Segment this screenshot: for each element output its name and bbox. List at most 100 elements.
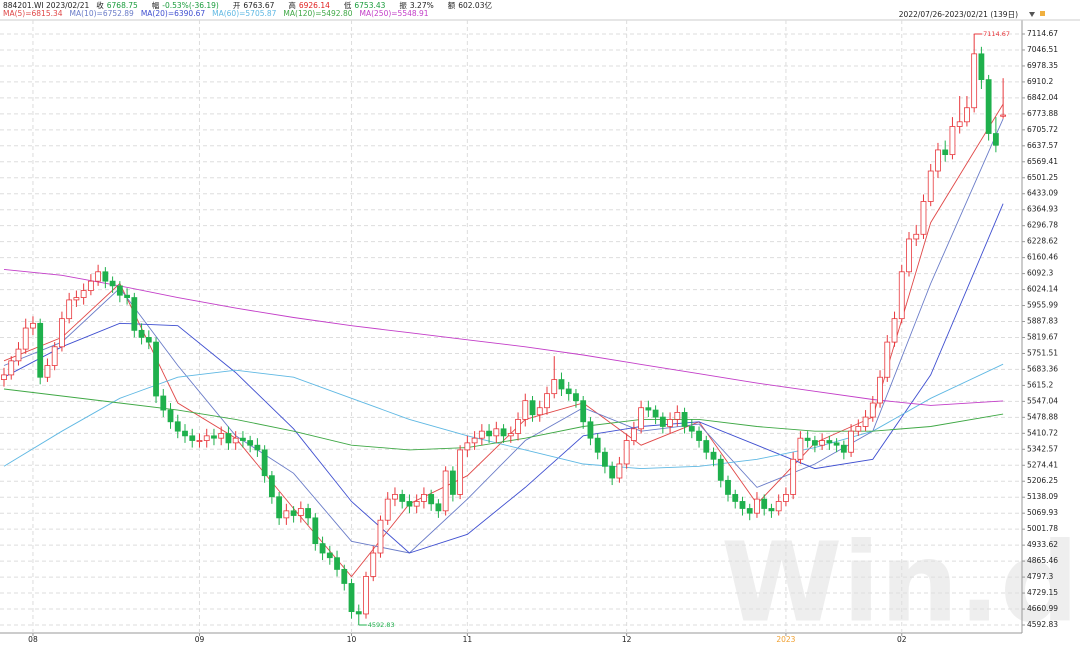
y-tick-label: 5478.88 (1027, 412, 1058, 421)
candle-body (1000, 114, 1007, 117)
candle-body (457, 449, 464, 495)
y-tick-label: 4933.62 (1027, 540, 1058, 549)
candle-body (826, 440, 833, 444)
candle-body (573, 393, 579, 402)
candle-body (428, 494, 435, 505)
candle-body (775, 501, 782, 512)
ma-line (3, 103, 1004, 578)
candle-body (363, 576, 369, 615)
candle-body (283, 510, 290, 519)
quote-item: 振 3.27% (399, 1, 440, 10)
quote-value: 6763.67 (243, 1, 275, 10)
quote-label: 振 (399, 1, 407, 10)
candle-body (73, 297, 80, 301)
candle-body (638, 407, 645, 430)
candle-body (797, 437, 804, 460)
y-tick-label: 6296.78 (1027, 221, 1058, 230)
candle-body (754, 498, 760, 514)
legend-entry: MA(20)=6390.67 (140, 9, 206, 18)
candle-body (906, 238, 912, 273)
legend-entry: MA(250)=5548.91 (359, 9, 429, 18)
y-tick-label: 5410.72 (1027, 428, 1058, 437)
candle-body (949, 126, 956, 156)
candle-body (558, 379, 565, 390)
candle-body (160, 395, 167, 411)
candle-body (22, 327, 29, 350)
y-tick-label: 4729.15 (1027, 588, 1058, 597)
candle-body (703, 440, 710, 453)
quote-label: 低 (343, 1, 352, 10)
candle-body (956, 121, 963, 127)
candle-body (377, 519, 384, 554)
candle-body (341, 569, 348, 584)
y-tick-label: 6433.09 (1027, 189, 1058, 198)
candle-body (247, 440, 254, 446)
candle-body (109, 280, 116, 287)
candle-body (189, 435, 196, 441)
y-tick-label: 6637.57 (1027, 141, 1058, 150)
legend-entry: MA(10)=6752.89 (69, 9, 134, 18)
candle-body (449, 470, 456, 495)
x-tick-label: 08 (28, 635, 38, 644)
candle-body (421, 494, 427, 502)
y-tick-label: 6501.25 (1027, 173, 1058, 182)
candle-body (811, 440, 818, 446)
legend-entry: MA(60)=5705.87 (212, 9, 277, 18)
candle-body (145, 337, 152, 343)
candle-body (196, 440, 203, 442)
y-tick-label: 5683.36 (1027, 364, 1058, 373)
y-tick-label: 5615.2 (1027, 380, 1053, 389)
candle-body (124, 294, 130, 298)
candle-body (920, 201, 927, 235)
candle-body (95, 271, 102, 282)
candle-body (522, 400, 529, 420)
candle-body (848, 430, 854, 453)
candle-body (392, 494, 398, 500)
candle-body (80, 290, 87, 298)
candle-body (478, 430, 485, 439)
ma-line (3, 118, 1004, 554)
y-tick-label: 5819.67 (1027, 332, 1058, 341)
candle-body (297, 508, 304, 516)
candle-body (667, 419, 673, 427)
candle-body (544, 393, 550, 409)
y-tick-label: 5274.41 (1027, 460, 1058, 469)
max-label: 7114.67 (983, 30, 1010, 38)
candle-body (399, 494, 406, 502)
candle-body (681, 412, 688, 427)
quote-label: 收 (96, 1, 104, 10)
x-tick-label: 11 (463, 635, 473, 644)
candle-body (659, 416, 666, 427)
symbol: 884201.WI 2023/02/21 (3, 1, 90, 10)
y-tick-label: 5342.57 (1027, 444, 1058, 453)
quote-item: 高 6926.14 (288, 1, 337, 10)
candle-body (985, 79, 992, 134)
candle-body (471, 437, 478, 444)
candle-body (406, 501, 413, 507)
candle-body (587, 421, 594, 439)
x-tick-label: 02 (897, 635, 907, 644)
y-tick-label: 6160.46 (1027, 253, 1058, 262)
candle-body (30, 322, 36, 329)
candle-body (8, 360, 15, 376)
candle-body (507, 433, 514, 437)
candle-body (602, 451, 608, 467)
candle-body (370, 552, 377, 577)
candle-body (51, 346, 58, 366)
candle-body (964, 107, 970, 123)
candle-body (630, 428, 637, 441)
y-tick-label: 6842.04 (1027, 93, 1058, 102)
candle-body (594, 437, 601, 453)
candle-body (87, 280, 94, 291)
candle-body (645, 407, 652, 411)
y-tick-label: 6228.62 (1027, 237, 1058, 246)
candle-body (218, 433, 225, 439)
y-tick-label: 5069.93 (1027, 508, 1058, 517)
quote-value: 6926.14 (298, 1, 330, 10)
quote-value: -0.53%(-36.19) (162, 1, 219, 10)
candle-body (182, 430, 188, 437)
candle-body (855, 426, 862, 432)
candle-body (435, 503, 442, 512)
candle-body (551, 379, 558, 395)
